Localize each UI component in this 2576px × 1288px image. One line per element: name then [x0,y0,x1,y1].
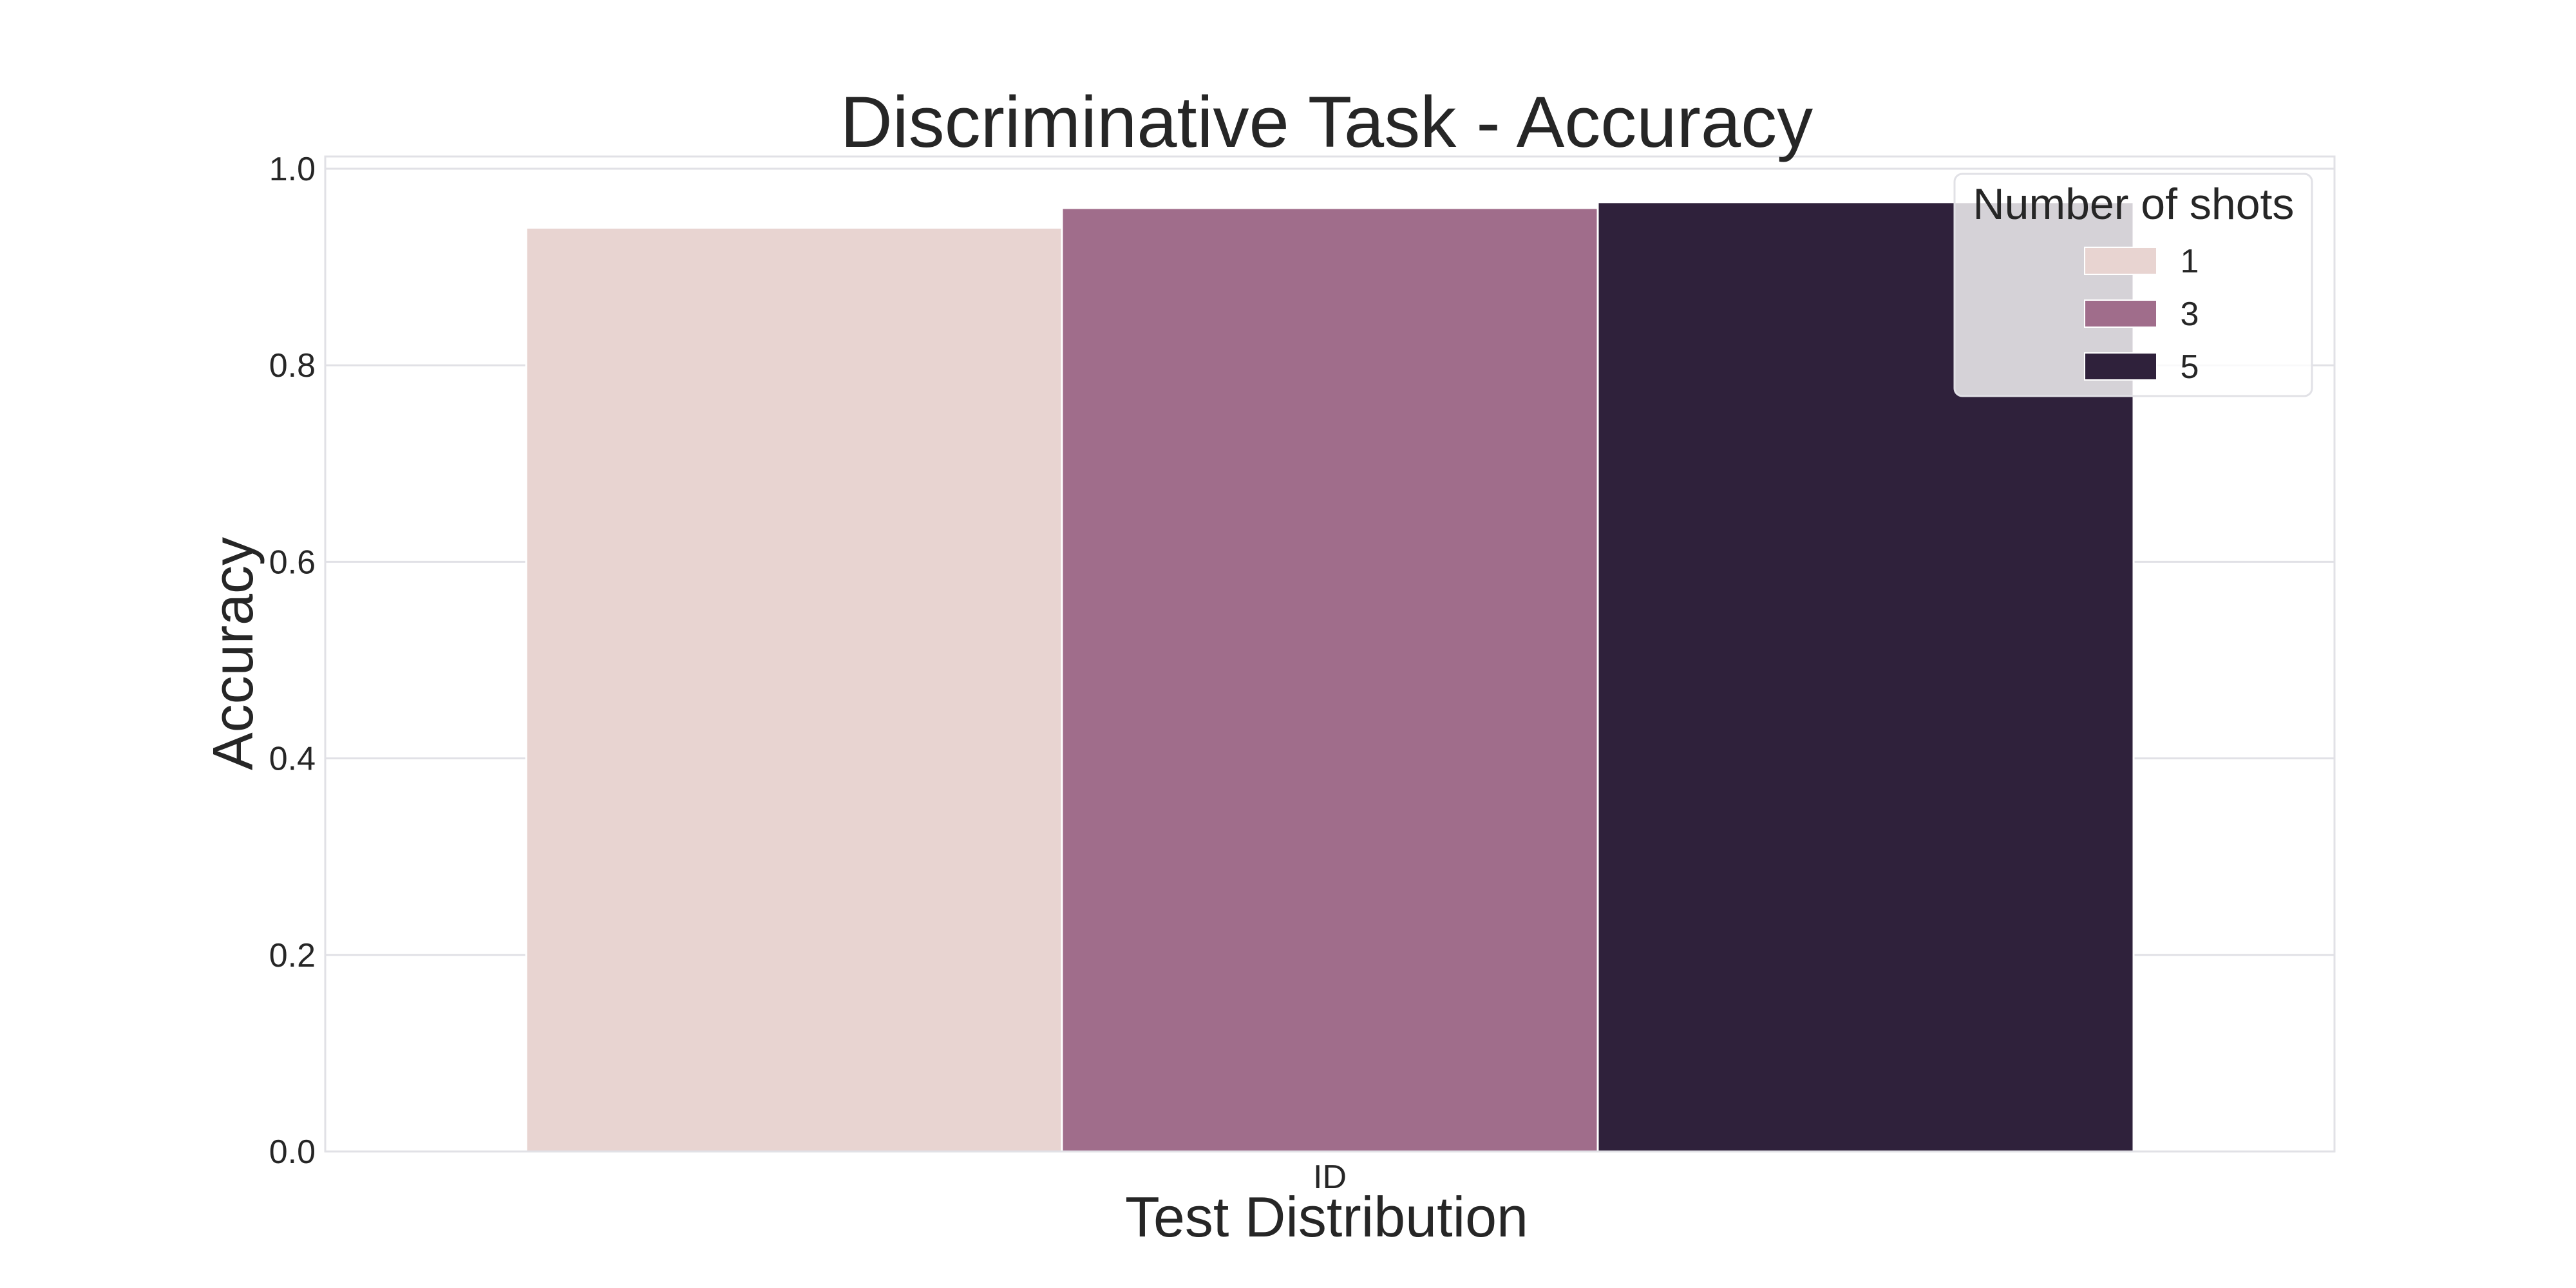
bar-3-ID [1061,207,1599,1153]
x-tick-label: ID [1313,1159,1347,1196]
x-tick-labels: ID [1313,1159,1347,1196]
legend-title: Number of shots [1973,180,2295,229]
chart-title: Discriminative Task - Accuracy [840,82,1813,162]
bar-1-ID [525,227,1063,1153]
legend-label: 5 [2181,348,2199,386]
y-tick-label: 0.8 [269,347,316,384]
y-tick-label: 0.0 [269,1133,316,1171]
y-tick-label: 0.6 [269,544,316,581]
y-axis-label: Accuracy [201,537,265,770]
legend-frame [1953,173,2313,397]
legend-items: 1 3 5 [2084,243,2199,386]
legend-swatch-5 [2084,352,2157,381]
legend-label: 1 [2181,243,2199,280]
bars [525,201,2135,1153]
plot-frame [324,155,2336,1153]
y-tick-label: 0.4 [269,741,316,778]
y-tick-label: 1.0 [269,151,316,188]
y-tick-label: 0.2 [269,937,316,974]
legend: Number of shots 1 3 5 [1953,173,2313,397]
legend-swatch-3 [2084,299,2157,328]
x-axis-label: Test Distribution [1125,1185,1528,1249]
legend-swatch-1 [2084,247,2157,275]
legend-label: 3 [2181,296,2199,333]
y-tick-labels: 0.0 0.2 0.4 0.6 0.8 1.0 [269,151,316,1171]
